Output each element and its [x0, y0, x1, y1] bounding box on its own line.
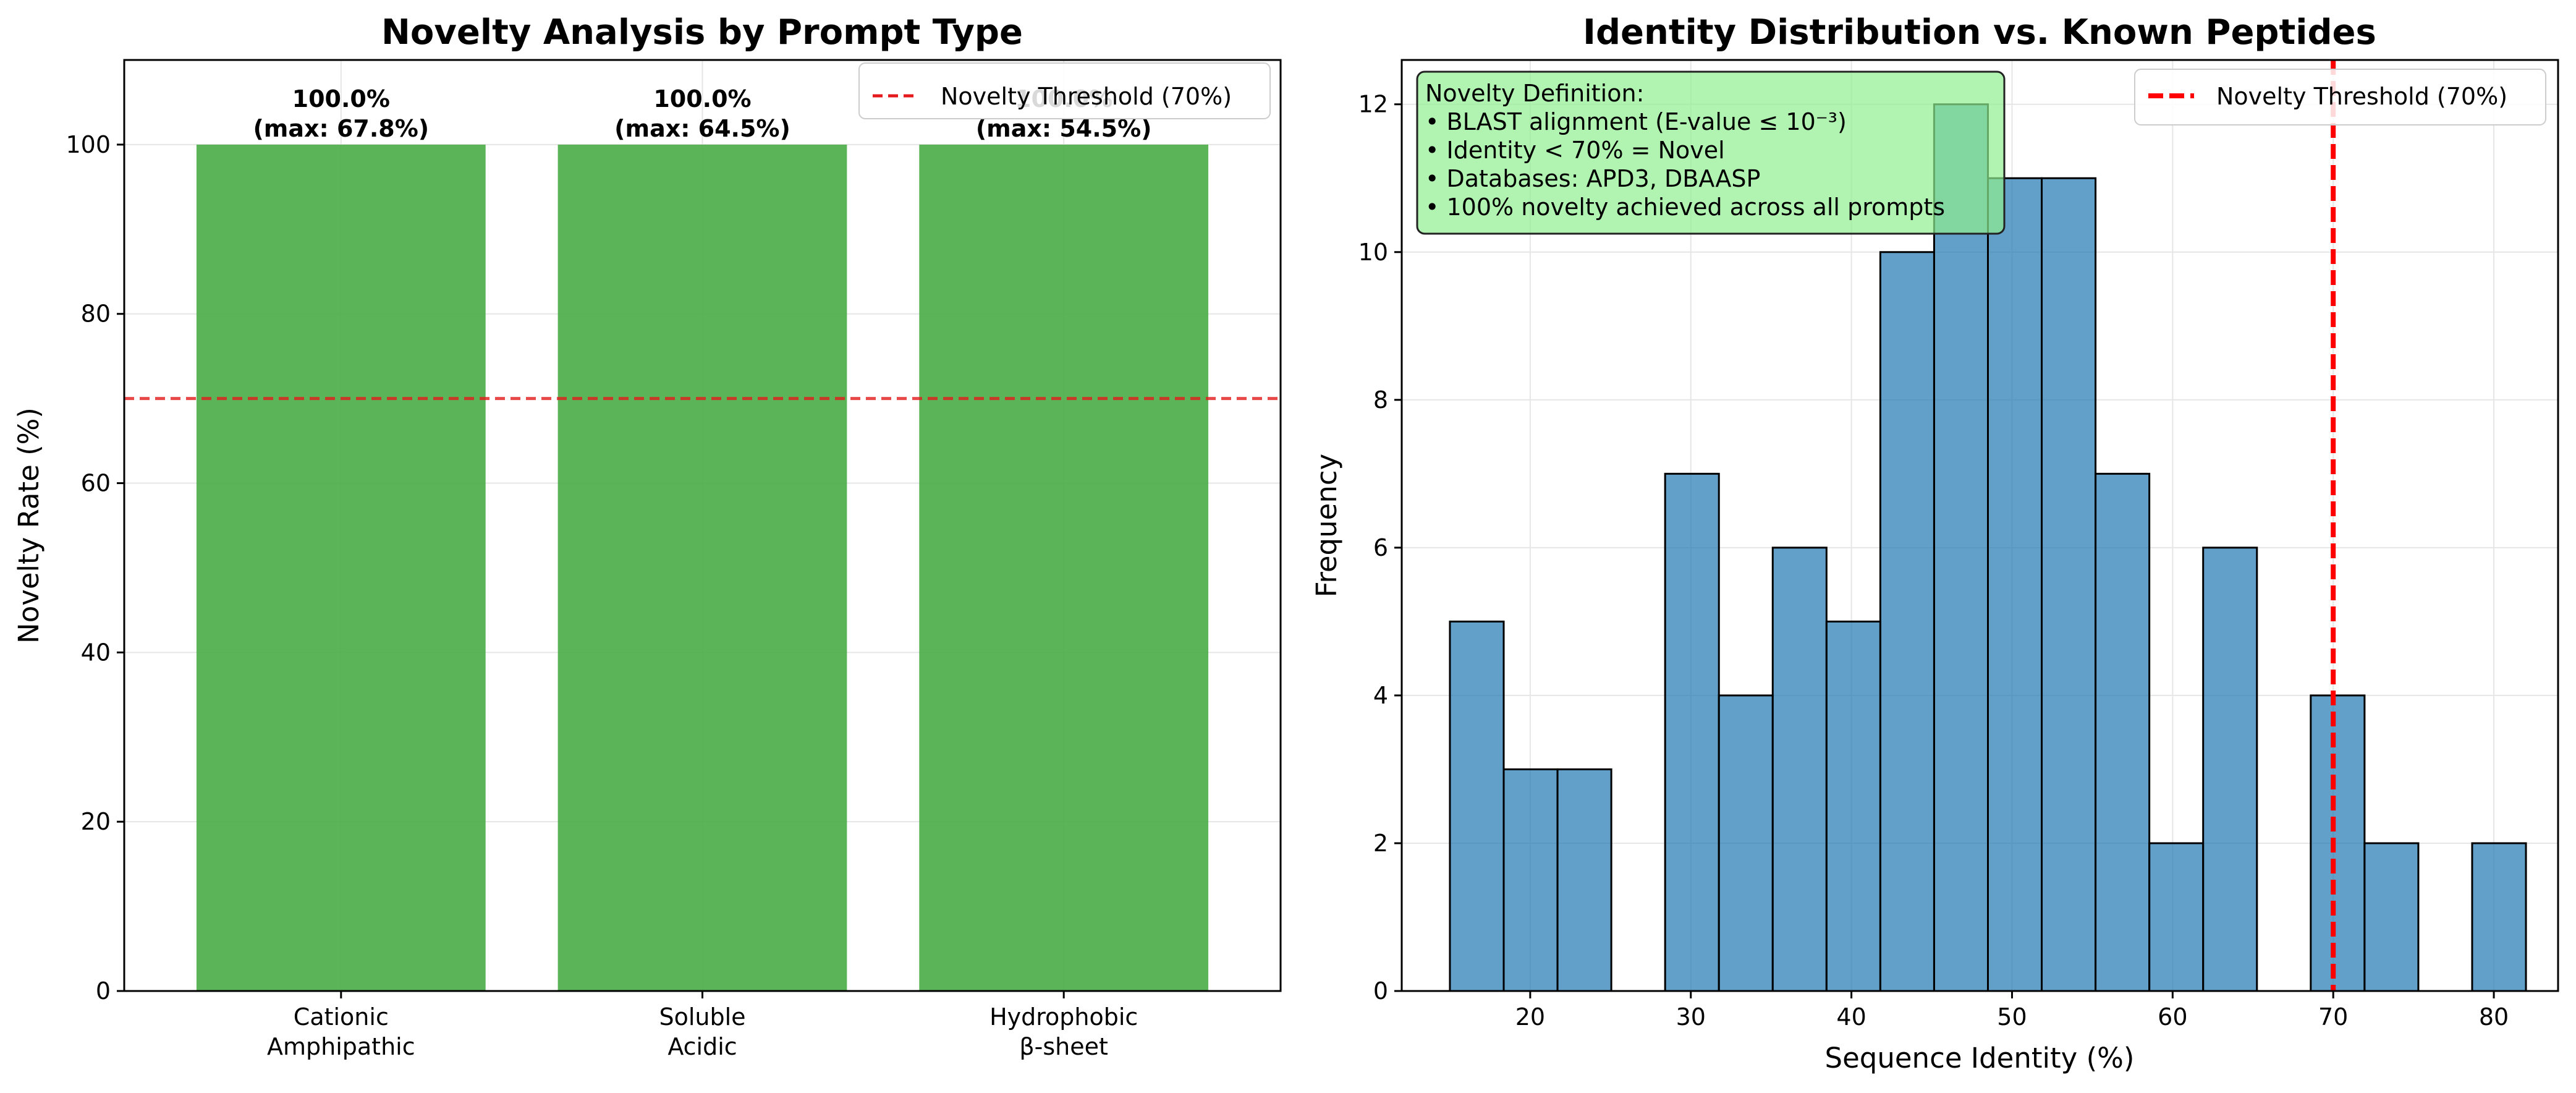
right-bars — [1449, 103, 2527, 992]
info-line-1: Novelty Definition: — [1425, 80, 1644, 107]
left-y-tick-label: 40 — [81, 639, 111, 666]
histogram-bin-bar — [1556, 768, 1612, 992]
left-x-tick-label: Acidic — [667, 1033, 737, 1060]
bar-value-label: (max: 54.5%) — [976, 115, 1152, 142]
right-x-tick-label: 70 — [2318, 1003, 2348, 1031]
right-y-axis-label: Frequency — [1310, 454, 1343, 597]
left-chart-title: Novelty Analysis by Prompt Type — [381, 12, 1023, 53]
novelty-bar — [919, 144, 1209, 992]
right-y-tick-label: 4 — [1373, 682, 1388, 709]
histogram-bin-bar — [2148, 842, 2205, 992]
left-y-tick-label: 0 — [96, 977, 111, 1005]
right-y-tick-label: 12 — [1358, 91, 1388, 118]
histogram-bin-bar — [2202, 546, 2258, 992]
left-plot-frame — [123, 59, 1282, 992]
left-y-tick-label: 20 — [81, 808, 111, 835]
info-line-4: • Databases: APD3, DBAASP — [1425, 165, 1760, 192]
right-plot-frame — [1400, 59, 2559, 992]
left-legend-box — [858, 62, 1271, 119]
left-y-tick-label: 60 — [81, 470, 111, 497]
info-box: Novelty Definition: • BLAST alignment (E… — [1416, 70, 2006, 235]
histogram-bin-bar — [2363, 842, 2420, 992]
left-legend-label: Novelty Threshold (70%) — [941, 83, 1232, 110]
histogram-bin-bar — [2041, 177, 2097, 992]
left-y-tick-label: 80 — [81, 300, 111, 328]
histogram-bin-bar — [1986, 177, 2043, 992]
bar-value-label: (max: 64.5%) — [614, 115, 790, 142]
bar-value-label: (max: 67.8%) — [253, 115, 429, 142]
left-x-tick-label: Cationic — [294, 1003, 389, 1031]
info-line-5: • 100% novelty achieved across all promp… — [1425, 194, 1945, 221]
right-y-tick-label: 10 — [1358, 239, 1388, 266]
histogram-bin-bar — [1502, 768, 1559, 992]
histogram-bin-bar — [2471, 842, 2527, 992]
histogram-bin-bar — [1718, 694, 1774, 992]
histogram-bin-bar — [1449, 620, 1505, 992]
right-x-tick-label: 80 — [2479, 1003, 2509, 1031]
novelty-bar — [557, 144, 847, 992]
left-y-axis-label: Novelty Rate (%) — [12, 407, 45, 644]
left-x-tick-label: Amphipathic — [267, 1033, 415, 1060]
left-y-tick-label: 100 — [66, 131, 111, 158]
right-legend-label: Novelty Threshold (70%) — [2216, 83, 2507, 110]
right-chart-title: Identity Distribution vs. Known Peptides — [1583, 12, 2376, 53]
info-line-2: • BLAST alignment (E-value ≤ 10⁻³) — [1425, 108, 1847, 135]
right-ticks: 0 2 4 6 8 10 12 20 30 40 50 60 70 80 — [1358, 91, 2509, 1031]
histogram-bin-bar — [1825, 620, 1881, 992]
bar-value-label: 100.0% — [292, 85, 390, 113]
right-y-tick-label: 8 — [1373, 386, 1388, 414]
histogram-bin-bar — [2310, 694, 2366, 992]
right-legend-box — [2134, 69, 2546, 125]
right-x-tick-label: 30 — [1676, 1003, 1706, 1031]
right-x-tick-label: 50 — [1997, 1003, 2027, 1031]
info-box-background — [1416, 70, 2006, 235]
right-x-tick-label: 60 — [2158, 1003, 2187, 1031]
right-y-tick-label: 0 — [1373, 977, 1388, 1005]
left-x-tick-label: β-sheet — [1019, 1033, 1108, 1060]
right-x-tick-label: 40 — [1836, 1003, 1866, 1031]
info-line-3: • Identity < 70% = Novel — [1425, 137, 1725, 164]
bar-value-label: 100.0% — [653, 85, 751, 113]
left-legend: Novelty Threshold (70%) — [858, 62, 1271, 119]
left-x-tick-label: Soluble — [659, 1003, 745, 1031]
left-bars — [196, 144, 1209, 992]
histogram-bin-bar — [1664, 472, 1720, 992]
novelty-bar — [196, 144, 486, 992]
right-y-tick-label: 2 — [1373, 830, 1388, 857]
right-x-axis-label: Sequence Identity (%) — [1825, 1042, 2135, 1074]
histogram-bin-bar — [1933, 103, 1989, 992]
right-y-tick-label: 6 — [1373, 534, 1388, 561]
left-chart-panel: 100.0%(max: 67.8%)100.0%(max: 64.5%)100.… — [12, 12, 1282, 1060]
left-x-tick-label: Hydrophobic — [989, 1003, 1138, 1031]
histogram-bin-bar — [2095, 472, 2151, 992]
right-x-tick-label: 20 — [1515, 1003, 1545, 1031]
histogram-bin-bar — [1771, 546, 1828, 992]
right-chart-panel: 0 2 4 6 8 10 12 20 30 40 50 60 70 80 Novelty Definiti… — [1310, 12, 2559, 1074]
right-legend: Novelty Threshold (70%) — [2134, 69, 2546, 125]
histogram-bin-bar — [1879, 251, 1935, 992]
